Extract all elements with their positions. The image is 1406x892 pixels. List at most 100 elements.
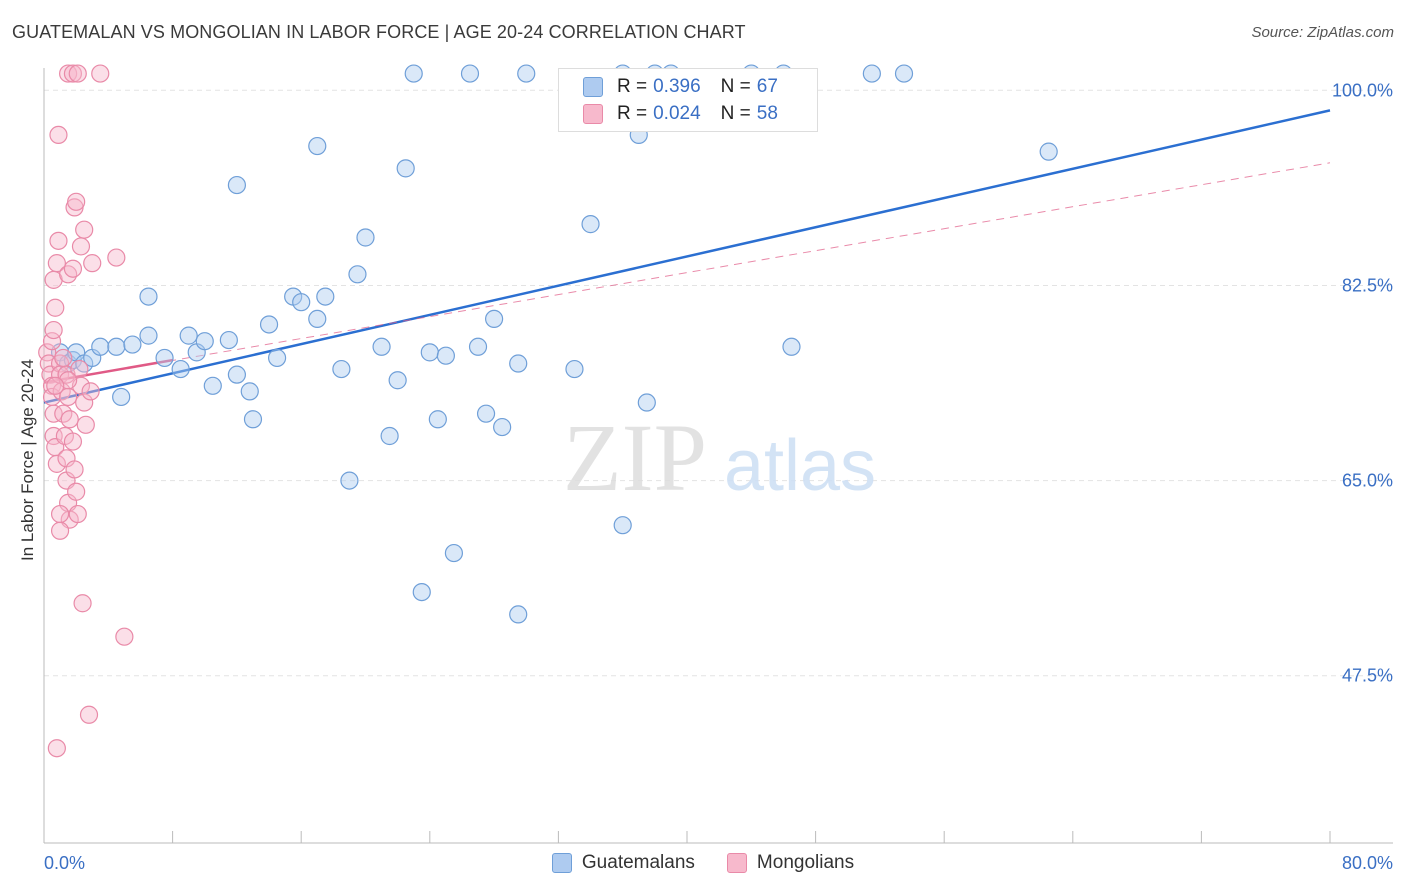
mongolian-point — [83, 254, 102, 273]
y-axis-label: In Labor Force | Age 20-24 — [18, 359, 37, 561]
x-tick-label-max: 80.0% — [1342, 853, 1393, 873]
guatemalan-point — [219, 330, 238, 350]
mongolian-point — [115, 627, 134, 646]
n-label: N = — [720, 76, 751, 97]
guatemalan-point — [372, 337, 391, 356]
mongolian-point — [79, 705, 99, 724]
mongolian-point — [107, 248, 126, 267]
guatemalan-point — [240, 382, 259, 401]
guatemalan-point — [171, 359, 190, 379]
r-value: 0.024 — [653, 103, 701, 124]
guatemalan-point — [308, 136, 327, 156]
guatemalan-point — [316, 287, 335, 306]
mongolian-point — [68, 504, 87, 524]
stats-legend-row-guatemalans: R = 0.396 N = 67 — [583, 74, 778, 100]
mongolian-point — [67, 482, 86, 501]
legend-label: Guatemalans — [581, 852, 695, 873]
blue-swatch-icon — [583, 77, 603, 97]
guatemalan-point — [203, 376, 222, 395]
source-label: Source: ZipAtlas.com — [1251, 24, 1394, 41]
mongolian-point — [81, 382, 100, 401]
r-value: 0.396 — [653, 76, 701, 97]
mongolian-trend-line — [43, 358, 173, 384]
mongolian-point — [63, 432, 83, 451]
mongolian-point — [59, 265, 78, 284]
guatemalan-point — [436, 346, 455, 365]
guatemalan-point — [396, 159, 415, 178]
mongolian-point — [50, 504, 70, 524]
y-tick-label: 82.5% — [1342, 275, 1393, 295]
mongolian-point — [71, 237, 91, 256]
guatemalan-point — [509, 605, 528, 624]
mongolian-point — [49, 231, 68, 250]
guatemalan-point — [476, 404, 496, 423]
guatemalan-point — [581, 215, 600, 234]
mongolian-point — [47, 254, 66, 273]
guatemalan-point — [348, 265, 367, 284]
guatemalan-point — [894, 64, 914, 83]
guatemalan-point — [517, 64, 536, 83]
guatemalan-point — [340, 471, 359, 490]
guatemalan-point — [243, 410, 263, 429]
guatemalan-point — [112, 387, 131, 407]
guatemalan-point — [613, 516, 632, 535]
watermark-atlas: atlas — [724, 426, 876, 506]
guatemalan-point — [267, 348, 287, 368]
guatemalan-point — [292, 293, 311, 312]
mongolian-point — [63, 64, 83, 83]
guatemalan-point — [139, 326, 158, 345]
guatemalan-point — [565, 359, 584, 379]
guatemalan-point — [308, 309, 327, 328]
data-points — [38, 64, 1058, 758]
n-value: 58 — [756, 103, 778, 124]
guatemalan-trend-line — [43, 109, 1331, 404]
guatemalan-point — [468, 337, 488, 356]
guatemalan-point — [380, 426, 399, 446]
guatemalan-point — [107, 337, 126, 356]
pink-swatch-icon — [583, 104, 603, 124]
guatemalan-point — [782, 337, 801, 356]
guatemalan-point — [227, 365, 246, 384]
guatemalan-point — [862, 64, 881, 83]
stats-legend: R = 0.396 N = 67 R = 0.024 N = 58 — [558, 68, 818, 132]
mongolian-point — [50, 521, 70, 540]
mongolian-point — [91, 64, 110, 83]
blue-swatch-icon — [551, 853, 572, 873]
trend-lines — [43, 109, 1331, 404]
guatemalan-point — [388, 371, 407, 390]
mongolian-trend-extension — [43, 162, 1331, 383]
guatemalan-point — [356, 228, 375, 247]
mongolian-point — [49, 125, 68, 145]
mongolian-point — [44, 404, 63, 423]
guatemalan-point — [444, 543, 464, 563]
y-tick-label: 47.5% — [1342, 666, 1393, 686]
mongolian-point — [59, 64, 78, 83]
mongolian-point — [60, 410, 79, 429]
mongolian-point — [75, 220, 94, 239]
legend-item-mongolians[interactable]: Mongolians — [726, 852, 855, 874]
guatemalan-point — [259, 315, 279, 334]
guatemalan-point — [227, 175, 246, 195]
y-tick-label: 65.0% — [1342, 471, 1393, 491]
mongolian-point — [75, 393, 94, 412]
guatemalan-point — [139, 287, 158, 306]
guatemalan-point — [493, 417, 512, 437]
legend-label: Mongolians — [756, 852, 855, 873]
y-tick-labels: 47.5% 65.0% 82.5% 100.0% — [1332, 80, 1393, 685]
r-label: R = — [617, 103, 648, 124]
legend-item-guatemalans[interactable]: Guatemalans — [551, 852, 695, 874]
guatemalan-point — [460, 64, 480, 83]
guatemalan-point — [428, 410, 447, 429]
axes — [43, 68, 1393, 844]
mongolian-point — [76, 415, 95, 434]
mongolian-point — [73, 594, 92, 613]
pink-swatch-icon — [726, 853, 747, 873]
mongolian-point — [68, 64, 87, 83]
mongolian-point — [65, 460, 84, 479]
guatemalan-point — [179, 326, 198, 345]
mongolian-point — [63, 259, 83, 278]
guatemalan-point — [332, 359, 351, 379]
mongolian-point — [67, 192, 86, 211]
guatemalan-point — [195, 332, 214, 351]
